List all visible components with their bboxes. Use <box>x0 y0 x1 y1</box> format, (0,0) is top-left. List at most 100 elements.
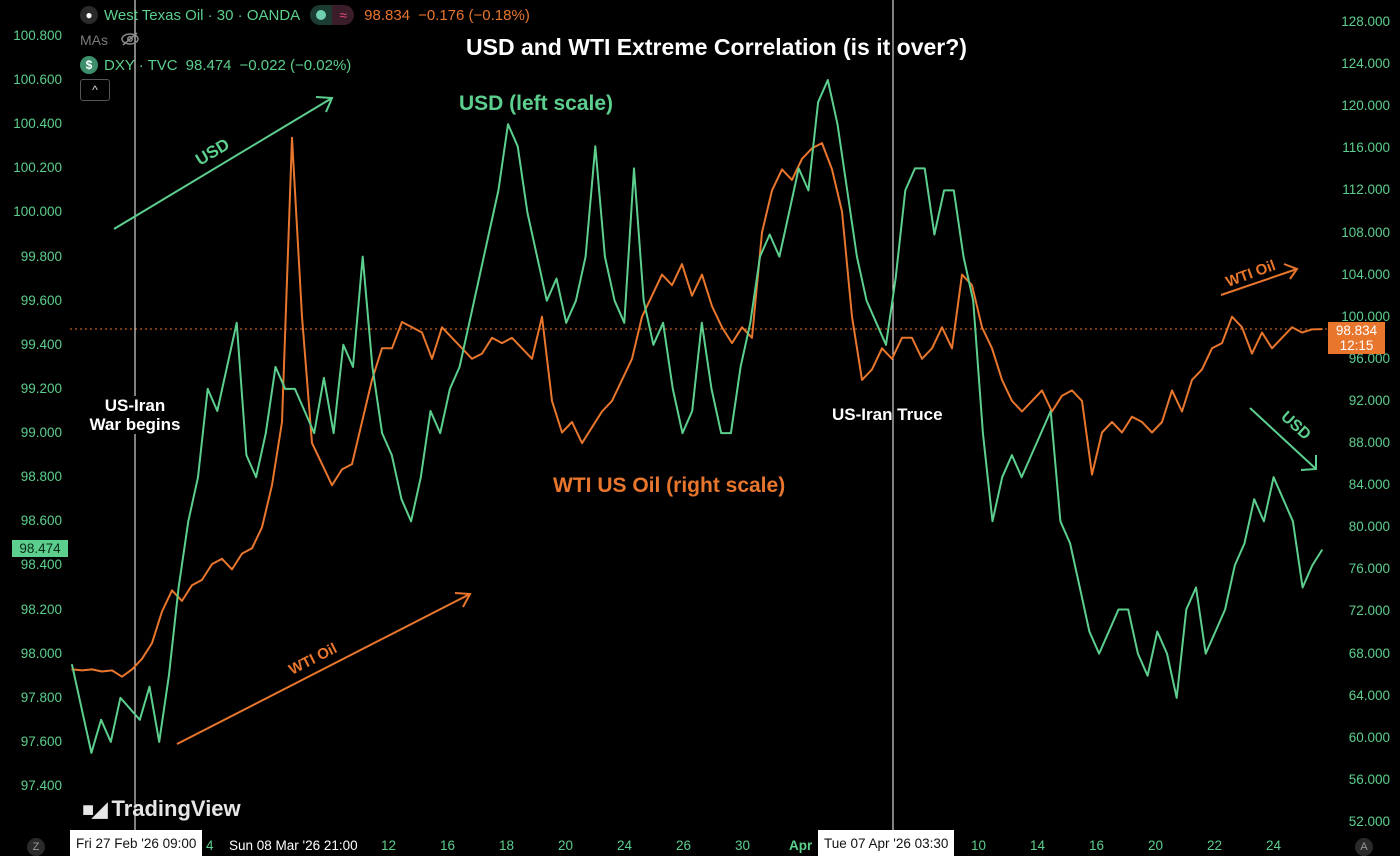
usd-data-point <box>604 255 606 258</box>
wti-data-point <box>1191 379 1193 381</box>
wti-data-point <box>91 668 93 671</box>
right-axis-tick: 112.000 <box>1342 182 1390 198</box>
wti-data-point <box>971 284 973 286</box>
wti-data-point <box>1041 389 1043 392</box>
tradingview-logo: ■◢ TradingView <box>82 796 241 822</box>
wti-symbol-name: West Texas Oil · 30 · OANDA <box>104 6 301 24</box>
wti-data-point <box>301 315 303 318</box>
usd-data-point <box>1078 586 1081 589</box>
usd-data-point <box>1117 608 1120 611</box>
usd-data-point <box>1282 498 1285 501</box>
wti-data-point <box>1141 421 1143 423</box>
auto-scale-button[interactable]: A <box>1355 838 1373 856</box>
usd-data-point <box>1175 696 1178 699</box>
usd-data-point <box>1146 674 1149 677</box>
wti-series-line <box>71 136 1323 678</box>
wti-up-right-arrow <box>1220 263 1299 296</box>
usd-data-point <box>546 299 548 302</box>
wti-data-point <box>721 326 723 329</box>
wti-data-point <box>1131 415 1133 418</box>
time-axis-tick: 30 <box>735 838 751 853</box>
legend-mas[interactable]: MAs <box>80 29 530 51</box>
usd-data-point <box>420 476 422 478</box>
right-axis-tick: 120.000 <box>1341 98 1390 114</box>
wti-data-point <box>951 347 953 350</box>
usd-data-point <box>807 189 810 192</box>
wti-data-point <box>181 600 183 602</box>
wti-data-point <box>351 463 353 465</box>
usd-data-point <box>633 167 635 170</box>
left-axis-tick: 97.800 <box>20 689 62 705</box>
mas-label: MAs <box>80 32 108 48</box>
usd-data-point <box>1321 549 1323 551</box>
wti-data-point <box>121 675 123 678</box>
wti-data-point <box>1081 400 1083 402</box>
wti-data-point <box>671 284 673 286</box>
usd-data-point <box>943 189 945 192</box>
left-axis-tick: 98.800 <box>20 469 62 485</box>
usd-data-point <box>701 321 703 324</box>
usd-data-point <box>526 211 529 214</box>
wti-data-point <box>1241 326 1243 329</box>
wti-data-point <box>461 347 463 350</box>
right-axis-tick: 80.000 <box>1348 519 1390 535</box>
left-axis-tick: 99.000 <box>20 425 62 441</box>
legend-dxy[interactable]: $ DXY · TVC 98.474 −0.022 (−0.02%) <box>80 54 530 76</box>
dxy-symbol-name: DXY · TVC <box>104 56 178 74</box>
wti-data-point <box>801 158 803 160</box>
wti-data-point <box>611 400 613 402</box>
usd-data-point <box>1195 586 1197 589</box>
usd-data-point <box>797 167 800 170</box>
left-axis-tick: 100.800 <box>13 28 62 43</box>
wti-data-point <box>701 273 703 276</box>
time-axis-tick: 10 <box>971 838 987 853</box>
right-axis-tick: 64.000 <box>1348 687 1390 703</box>
wti-data-point <box>841 210 843 213</box>
wti-data-point <box>631 358 633 360</box>
usd-series-line <box>71 79 1323 754</box>
status-pill[interactable]: ≈ <box>310 5 355 25</box>
usd-data-point <box>952 189 955 192</box>
wti-data-point <box>941 326 943 329</box>
wti-data-point <box>1101 431 1103 434</box>
usd-data-point <box>914 167 916 170</box>
usd-data-point <box>1233 564 1236 567</box>
usd-data-point <box>158 741 161 743</box>
left-axis-tick: 100.400 <box>13 116 62 132</box>
usd-data-point <box>584 255 587 258</box>
usd-data-point <box>458 366 461 368</box>
wti-data-point <box>1231 315 1233 318</box>
right-axis-tick: 88.000 <box>1348 435 1390 451</box>
collapse-legend-button[interactable]: ^ <box>80 79 110 101</box>
left-axis-tick: 98.600 <box>20 513 62 529</box>
wti-data-point <box>451 336 453 339</box>
wti-data-point <box>101 670 103 673</box>
usd-data-point <box>1272 476 1275 478</box>
time-axis-tick: 22 <box>1207 838 1223 853</box>
zoom-reset-button[interactable]: Z <box>27 838 45 856</box>
usd-data-point <box>652 344 655 346</box>
crosshair-time-label-2: Sun 08 Mar '26 21:00 <box>229 838 358 853</box>
usd-data-point <box>691 410 693 412</box>
usd-data-point <box>109 741 112 743</box>
wti-data-point <box>1211 347 1213 350</box>
wti-data-point <box>171 589 173 592</box>
usd-data-point <box>497 189 500 192</box>
usd-data-point <box>1224 608 1226 611</box>
usd-data-point <box>1263 520 1265 523</box>
eye-hidden-icon[interactable] <box>120 31 140 49</box>
usd-data-point <box>516 145 519 148</box>
usd-data-point <box>478 277 480 280</box>
usd-data-point <box>371 366 374 368</box>
usd-data-point <box>836 123 839 126</box>
wti-data-point <box>541 315 543 318</box>
right-axis-tick: 124.000 <box>1341 56 1390 72</box>
wti-data-point <box>561 431 563 434</box>
left-axis-tick: 99.600 <box>20 292 62 308</box>
wti-data-point <box>1311 328 1313 331</box>
wti-data-point <box>821 142 823 144</box>
wti-data-point <box>191 584 193 586</box>
usd-data-point <box>865 299 868 302</box>
legend-wti[interactable]: ● West Texas Oil · 30 · OANDA ≈ 98.834 −… <box>80 4 530 26</box>
